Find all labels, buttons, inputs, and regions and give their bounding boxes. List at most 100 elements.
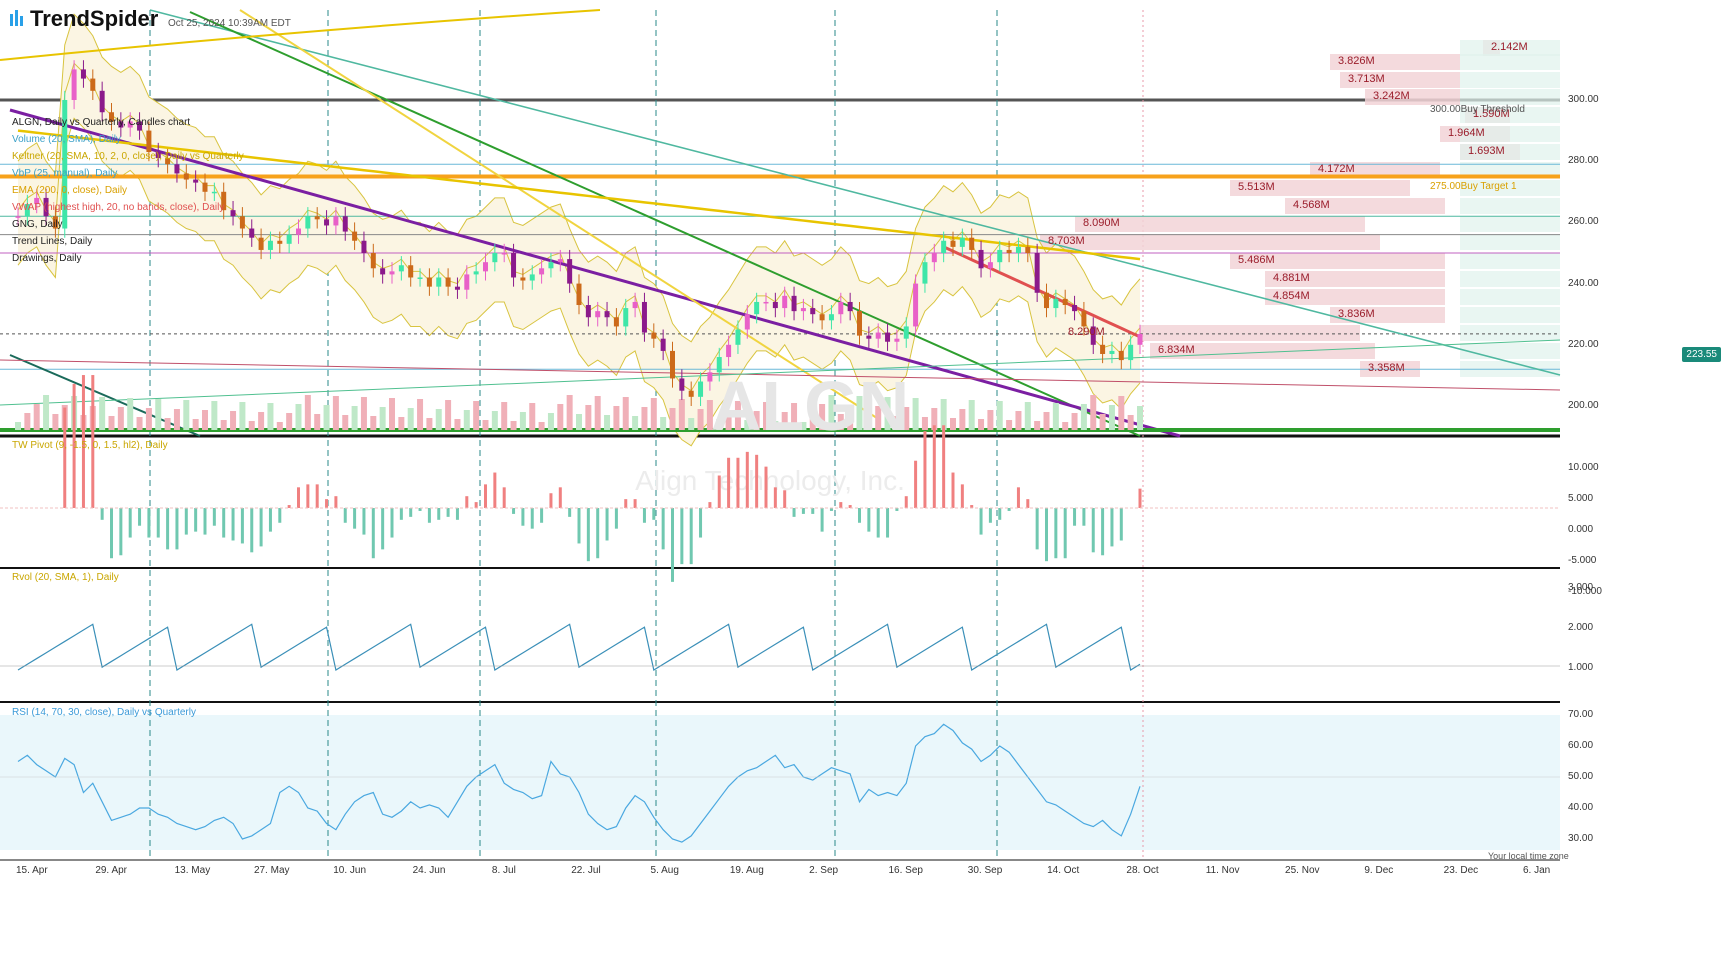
pivot-bar: [867, 508, 871, 532]
vbp-green-8: [1460, 180, 1560, 196]
layer-label[interactable]: VWAP (highest high, 20, no bands, close)…: [12, 202, 225, 213]
price-tick-1: 280.00: [1568, 155, 1599, 167]
green-trend: [189, 11, 1141, 437]
candle-body: [398, 265, 404, 272]
pivot-bar: [1054, 508, 1058, 559]
keltner-lower: [17, 117, 1141, 447]
volume-bar: [772, 421, 779, 430]
vbp-label-14: 4.854M: [1273, 290, 1310, 302]
volume-bar: [445, 400, 452, 430]
candle-body: [52, 216, 58, 229]
volume-bar: [987, 410, 994, 430]
rsi-band: [0, 715, 1560, 850]
candle-body: [922, 262, 928, 284]
pivot-bar: [502, 487, 506, 508]
candle-body: [342, 216, 348, 232]
volume-bar: [1090, 395, 1097, 430]
volume-bar: [192, 419, 199, 430]
vbp-green-6: [1460, 144, 1560, 160]
vbp-label-10: 8.090M: [1083, 217, 1120, 229]
pivot-bar: [493, 472, 497, 508]
vbp-green-7: [1460, 162, 1560, 178]
pivot-bar: [72, 383, 76, 508]
pivot-bar: [820, 508, 824, 532]
pivot-bar: [203, 508, 207, 535]
candle-body: [137, 121, 143, 131]
candle-body: [828, 314, 834, 321]
pivot-bar: [512, 508, 516, 514]
candle-body: [997, 249, 1003, 263]
pivot-bar: [596, 508, 600, 559]
pivot-bar: [540, 508, 544, 523]
pivot-tick-2: 0.000: [1568, 524, 1594, 535]
current-price-badge: 223.55: [1682, 347, 1721, 362]
vbp-green-13: [1460, 271, 1560, 287]
layer-label[interactable]: Trend Lines, Daily: [12, 236, 93, 247]
layer-label[interactable]: VbP (25, manual), Daily: [12, 168, 118, 179]
x-tick-18: 23. Dec: [1443, 865, 1479, 876]
candle-body: [847, 301, 853, 312]
pivot-bar: [315, 484, 319, 508]
volume-bar: [996, 401, 1003, 430]
volume-bar: [837, 414, 844, 430]
volume-bar: [426, 418, 433, 430]
volume-bar: [295, 404, 302, 430]
volume-bar: [332, 396, 339, 430]
vbp-label-17: 6.834M: [1158, 344, 1195, 356]
watermark-company: Align Technology, Inc.: [635, 465, 905, 496]
candle-body: [155, 152, 161, 159]
layer-label[interactable]: Keltner (20, SMA, 10, 2, 0, close), Dail…: [12, 151, 244, 162]
candle-body: [959, 237, 965, 247]
volume-bar: [734, 401, 741, 430]
volume-bar: [1062, 422, 1069, 430]
rsi-tick-4: 30.00: [1568, 833, 1594, 844]
pivot-tick-4: -10.000: [1568, 586, 1602, 597]
candle-body: [875, 332, 881, 339]
pivot-bar: [1110, 508, 1114, 547]
pivot-bar: [783, 490, 787, 508]
teal-trend: [149, 9, 1561, 376]
pivot-bar: [998, 508, 1002, 520]
vbp-green-3: [1460, 89, 1560, 105]
layer-label[interactable]: EMA (200, 0, close), Daily: [12, 185, 128, 196]
candle-body: [24, 204, 30, 217]
volume-bar: [342, 415, 349, 430]
pivot-bar: [484, 484, 487, 508]
rvol-line: [17, 623, 1141, 671]
volume-bar: [1108, 405, 1115, 430]
vbp-green-9: [1460, 198, 1560, 214]
layer-label[interactable]: Volume (20, SMA), Daily: [12, 134, 121, 145]
rvol-tick-1: 2.000: [1568, 622, 1594, 633]
candle-body: [1044, 292, 1049, 309]
vbp-bar-8: [1230, 180, 1410, 196]
keltner-upper: [17, 13, 1141, 343]
volume-bar: [678, 399, 685, 430]
pivot-bar: [652, 508, 656, 520]
candle-body: [670, 350, 675, 379]
pivot-bar: [334, 496, 338, 508]
layer-label[interactable]: Drawings, Daily: [12, 253, 82, 264]
candle-body: [464, 274, 470, 290]
pivot-bar: [839, 502, 843, 508]
volume-bar: [519, 412, 526, 430]
candle-body: [34, 197, 40, 205]
candle-body: [426, 277, 432, 287]
layer-label[interactable]: GNG, Daily: [12, 219, 63, 230]
layer-label[interactable]: ALGN, Daily vs Quarterly, Candles chart: [12, 117, 191, 128]
vbp-green-11: [1460, 234, 1560, 250]
vbp-label-7: 4.172M: [1318, 163, 1355, 175]
vbp-green-1: [1460, 54, 1560, 70]
x-tick-6: 8. Jul: [491, 865, 516, 876]
candle-body: [118, 121, 124, 128]
rvol-tick-0: 3.000: [1568, 582, 1594, 593]
candle-body: [772, 301, 778, 309]
volume-bar: [594, 396, 601, 430]
vbp-label-9: 4.568M: [1293, 199, 1330, 211]
volume-bar: [529, 403, 536, 430]
volume-bar: [1024, 402, 1031, 430]
volume-bar: [33, 404, 40, 430]
candle-body: [754, 301, 760, 315]
vbp-bar-2: [1340, 72, 1460, 88]
pivot-bar: [858, 508, 861, 523]
rsi-tick-2: 50.00: [1568, 771, 1594, 782]
